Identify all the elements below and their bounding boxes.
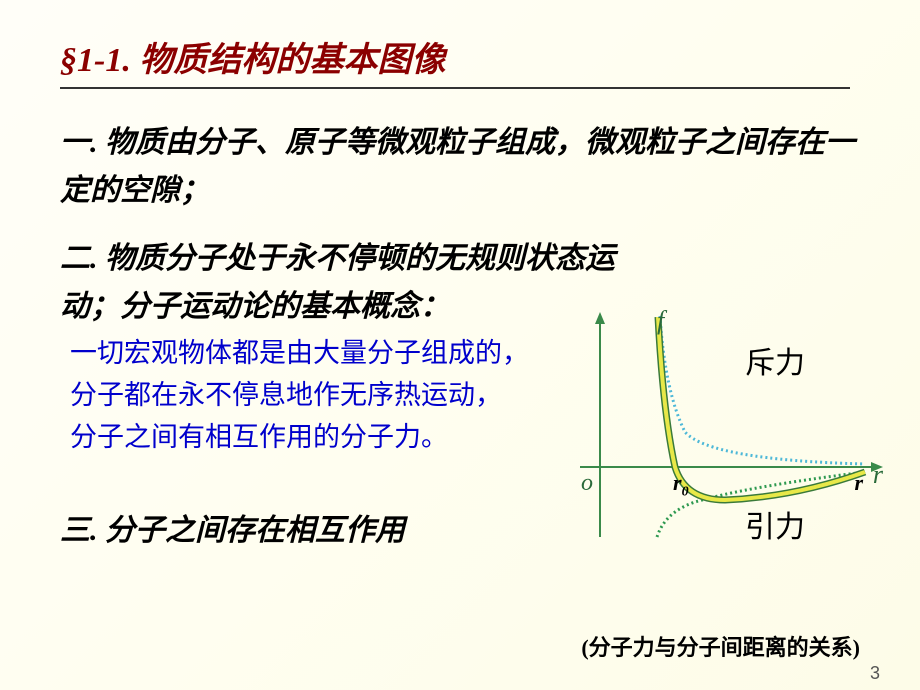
chart-caption: (分子力与分子间距离的关系) xyxy=(581,630,860,662)
subpoint-3: 分子之间有相互作用的分子力。 xyxy=(70,417,600,459)
r-label: r xyxy=(854,470,863,496)
attraction-label: 引力 xyxy=(745,502,805,546)
force-distance-chart: f r o r0 r 斥力 引力 xyxy=(575,312,885,542)
origin-label: o xyxy=(581,470,593,497)
axis-label-r: r xyxy=(873,460,883,490)
subpoint-1: 一切宏观物体都是由大量分子组成的， xyxy=(70,333,600,375)
section-title: §1-1. 物质结构的基本图像 xyxy=(60,32,870,81)
subpoint-2: 分子都在永不停息地作无序热运动， xyxy=(70,375,600,417)
r0-label: r0 xyxy=(673,470,689,500)
point-2: 二. 物质分子处于永不停顿的无规则状态运动；分子运动论的基本概念： xyxy=(60,235,660,331)
repulsion-label: 斥力 xyxy=(745,338,805,382)
title-underline xyxy=(60,87,850,89)
page-number: 3 xyxy=(870,663,880,684)
chart-svg xyxy=(575,312,885,542)
axis-label-f: f xyxy=(657,306,664,336)
y-axis-arrow xyxy=(595,312,605,324)
point-1: 一. 物质由分子、原子等微观粒子组成，微观粒子之间存在一定的空隙； xyxy=(60,119,870,215)
